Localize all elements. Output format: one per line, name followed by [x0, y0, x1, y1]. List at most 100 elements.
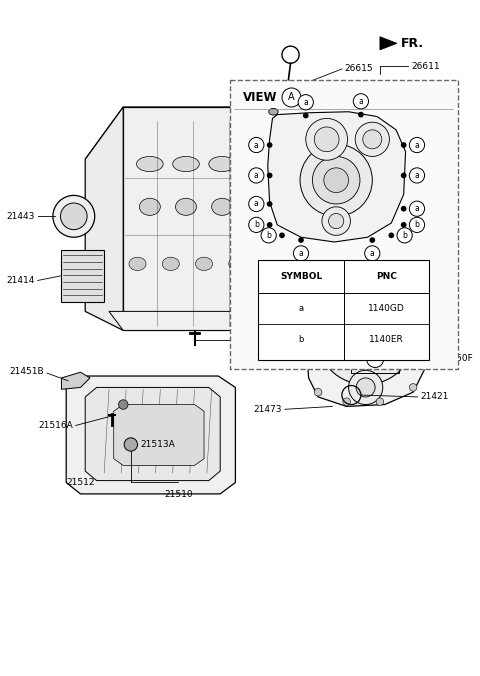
FancyBboxPatch shape — [258, 260, 429, 360]
Text: 21516A: 21516A — [38, 421, 73, 430]
Circle shape — [348, 370, 383, 404]
Circle shape — [343, 398, 350, 406]
Circle shape — [267, 142, 273, 148]
Ellipse shape — [162, 257, 180, 270]
Circle shape — [308, 260, 315, 268]
Text: a: a — [415, 141, 420, 149]
Circle shape — [279, 233, 285, 238]
Text: b: b — [402, 231, 407, 240]
Circle shape — [314, 389, 322, 396]
Circle shape — [352, 262, 360, 270]
Circle shape — [60, 203, 87, 230]
FancyBboxPatch shape — [61, 249, 104, 302]
Circle shape — [308, 155, 315, 163]
Ellipse shape — [136, 156, 163, 172]
Circle shape — [314, 127, 339, 151]
Circle shape — [329, 214, 344, 228]
Circle shape — [249, 196, 264, 212]
Circle shape — [424, 312, 431, 320]
Circle shape — [267, 172, 273, 178]
Polygon shape — [85, 107, 123, 331]
Circle shape — [363, 130, 382, 149]
Text: a: a — [299, 249, 303, 258]
Polygon shape — [280, 107, 313, 331]
Circle shape — [308, 189, 315, 196]
Text: 1140ER: 1140ER — [369, 335, 404, 344]
Circle shape — [308, 293, 315, 301]
Circle shape — [353, 94, 369, 109]
Circle shape — [249, 137, 264, 153]
Text: 21421: 21421 — [421, 393, 449, 402]
Circle shape — [261, 228, 276, 243]
Circle shape — [331, 301, 400, 369]
Circle shape — [249, 217, 264, 233]
Circle shape — [316, 286, 415, 385]
Circle shape — [269, 178, 278, 188]
Text: 21510: 21510 — [164, 490, 192, 499]
Ellipse shape — [176, 198, 196, 216]
Circle shape — [267, 222, 273, 228]
Circle shape — [324, 168, 348, 193]
Circle shape — [401, 142, 407, 148]
Circle shape — [397, 228, 412, 243]
Ellipse shape — [229, 257, 246, 270]
Polygon shape — [123, 107, 280, 331]
Text: A: A — [288, 93, 295, 103]
Circle shape — [53, 195, 95, 237]
Circle shape — [298, 237, 304, 243]
Circle shape — [401, 206, 407, 212]
Text: 21115E: 21115E — [240, 335, 275, 344]
Text: b: b — [415, 220, 420, 229]
Text: a: a — [254, 171, 259, 180]
Ellipse shape — [195, 257, 213, 270]
Polygon shape — [85, 107, 313, 160]
Text: 21414: 21414 — [6, 276, 35, 285]
Text: b: b — [266, 231, 271, 240]
Circle shape — [401, 172, 407, 178]
Text: 1140GD: 1140GD — [368, 304, 405, 313]
Polygon shape — [346, 338, 359, 354]
Text: 26615: 26615 — [345, 64, 373, 74]
Circle shape — [267, 201, 273, 207]
Ellipse shape — [269, 108, 278, 115]
Text: 21473: 21473 — [253, 405, 282, 414]
Circle shape — [312, 156, 360, 204]
Polygon shape — [268, 112, 406, 242]
Ellipse shape — [245, 156, 272, 172]
Circle shape — [305, 360, 312, 368]
Circle shape — [303, 322, 311, 329]
Circle shape — [293, 246, 309, 261]
Circle shape — [422, 353, 429, 361]
Circle shape — [282, 88, 301, 107]
Circle shape — [409, 383, 417, 391]
Circle shape — [409, 284, 417, 291]
Polygon shape — [61, 372, 90, 389]
Circle shape — [322, 207, 350, 235]
Circle shape — [388, 233, 394, 238]
Text: 26612B: 26612B — [289, 134, 324, 143]
Circle shape — [308, 222, 315, 230]
Circle shape — [376, 398, 384, 406]
Text: SYMBOL: SYMBOL — [280, 272, 322, 281]
Circle shape — [292, 300, 310, 317]
Text: a: a — [370, 249, 375, 258]
FancyBboxPatch shape — [230, 80, 458, 369]
Ellipse shape — [212, 198, 232, 216]
Text: VIEW: VIEW — [243, 91, 277, 104]
Ellipse shape — [248, 198, 269, 216]
Ellipse shape — [209, 156, 235, 172]
Text: a: a — [303, 98, 308, 107]
Circle shape — [409, 137, 425, 153]
Circle shape — [330, 261, 383, 314]
Text: 21451B: 21451B — [10, 367, 44, 376]
Polygon shape — [306, 262, 432, 406]
Text: 21513A: 21513A — [140, 440, 175, 449]
Text: 21350F: 21350F — [440, 354, 474, 364]
Text: b: b — [254, 220, 259, 229]
Circle shape — [319, 272, 327, 279]
Text: 26614: 26614 — [289, 186, 318, 195]
Polygon shape — [66, 376, 235, 494]
Circle shape — [303, 113, 309, 118]
Circle shape — [305, 289, 312, 296]
Text: 26611: 26611 — [411, 62, 440, 70]
